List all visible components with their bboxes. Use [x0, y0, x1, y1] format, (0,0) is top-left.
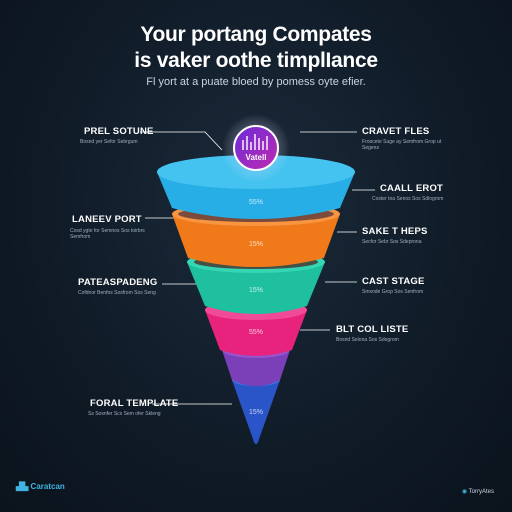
brand-logo-left: ▟▙ Caratcan: [16, 482, 65, 491]
label-right-1-title: CRAVET FLES: [362, 126, 430, 137]
title-line-1: Your portang Compates: [140, 23, 372, 46]
stage-3-percent: 15%: [249, 287, 263, 294]
label-left-2-title: LANEEV PORT: [72, 214, 142, 225]
label-right-2-title: CAALL EROT: [380, 183, 444, 194]
stage-2-percent: 15%: [249, 241, 263, 248]
brand-logo-right: ◉ TorryAtes: [462, 488, 494, 495]
label-left-4-title: FORAL TEMPLATE: [90, 398, 179, 409]
label-left-2-desc: Cosd ygte for Semnos Sos toirbrs Semfrom: [70, 228, 145, 240]
label-right-5-desc: Bosnd Selona Sos Sdogrom: [336, 337, 399, 343]
label-right-1-desc: Froocete Suge ay Semfrom Grop ut Segens: [362, 139, 442, 151]
funnel-stage-3: [187, 262, 325, 314]
subtitle: Fl yort at a puate bloed by pomess oyte …: [146, 76, 366, 88]
label-right-2-desc: Coster toa Senos Sos Sdlogrom: [372, 196, 444, 202]
stage-6-percent: 15%: [249, 409, 263, 416]
title-line-2: is vaker oothe timplIance: [134, 49, 378, 72]
stage-1-percent: 55%: [249, 199, 263, 206]
label-right-3-desc: Secfor Sebr Sos Sdeprona: [362, 239, 422, 245]
connector-lines: [140, 131, 375, 405]
funnel-stage-6: [232, 380, 280, 444]
city-skyline-icon: ▟▙: [16, 482, 29, 491]
label-right-5-title: BLT COL LISTE: [336, 324, 409, 335]
funnel-stage-2: [172, 214, 340, 267]
label-right-4-desc: Smxode Grop Sos Senfrom: [362, 289, 424, 295]
label-left-3-title: PATEASPADENG: [78, 277, 158, 288]
bar-graph-icon: [242, 134, 268, 150]
brand-logo-right-text: TorryAtes: [468, 489, 494, 495]
center-badge-icon: [233, 125, 279, 171]
label-right-4-title: CAST STAGE: [362, 276, 425, 287]
center-icon-text: Vatell: [246, 153, 267, 162]
label-left-1-desc: Bosnd yer Sefor Sebrgum: [80, 139, 138, 145]
label-left-4-desc: Ss Sosnfer Scs Sem ofer Skleng: [88, 411, 161, 417]
funnel-stage-4: [205, 310, 307, 356]
brand-logo-left-text: Caratcan: [30, 482, 65, 491]
label-left-1-title: PREL SOTUNE: [84, 126, 154, 137]
connector-left-1: [140, 131, 223, 151]
funnel-stage-5: [222, 350, 290, 386]
label-right-3-title: SAKE T HEPS: [362, 226, 428, 237]
circle-logo-icon: ◉: [461, 489, 468, 495]
stage-4-percent: 55%: [249, 329, 263, 336]
label-left-3-desc: Cofdnor Benfos Sosfrom Sos Seng: [78, 290, 156, 296]
